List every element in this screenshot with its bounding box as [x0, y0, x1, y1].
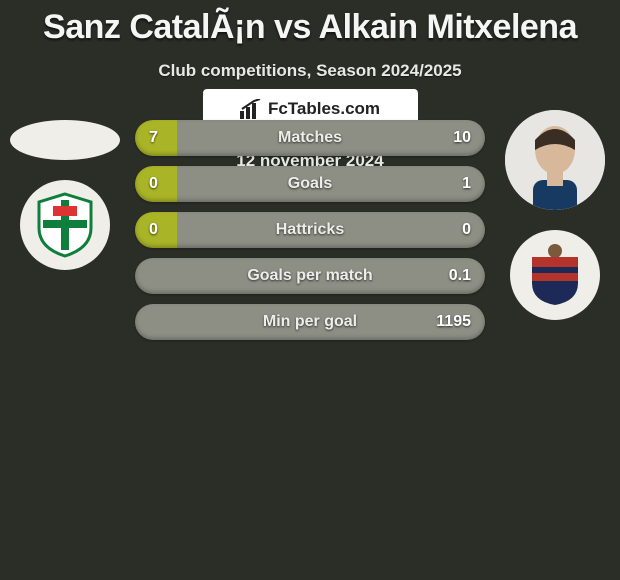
stat-row: 0Hattricks0 — [135, 212, 485, 248]
page-title: Sanz CatalÃ¡n vs Alkain Mitxelena — [0, 0, 620, 47]
stat-row: 7Matches10 — [135, 120, 485, 156]
right-player-column — [490, 110, 620, 320]
stat-row: Min per goal1195 — [135, 304, 485, 340]
shield-icon — [526, 243, 584, 307]
stat-label: Min per goal — [135, 313, 485, 331]
person-icon — [505, 110, 605, 210]
right-club-badge — [510, 230, 600, 320]
stat-row: 0Goals1 — [135, 166, 485, 202]
stat-label: Goals — [135, 175, 485, 193]
stat-label: Matches — [135, 129, 485, 147]
stats-container: 7Matches10 0Goals1 0Hattricks0 Goals per ma… — [135, 120, 485, 350]
left-player-column — [0, 110, 130, 270]
stat-label: Goals per match — [135, 267, 485, 285]
logo-text: FcTables.com — [268, 99, 380, 119]
right-player-photo — [505, 110, 605, 210]
stat-row: Goals per match0.1 — [135, 258, 485, 294]
stat-label: Hattricks — [135, 221, 485, 239]
page-subtitle: Club competitions, Season 2024/2025 — [0, 61, 620, 81]
left-club-badge — [20, 180, 110, 270]
shield-icon — [35, 192, 95, 258]
chart-icon — [240, 99, 262, 119]
left-player-photo — [10, 120, 120, 160]
